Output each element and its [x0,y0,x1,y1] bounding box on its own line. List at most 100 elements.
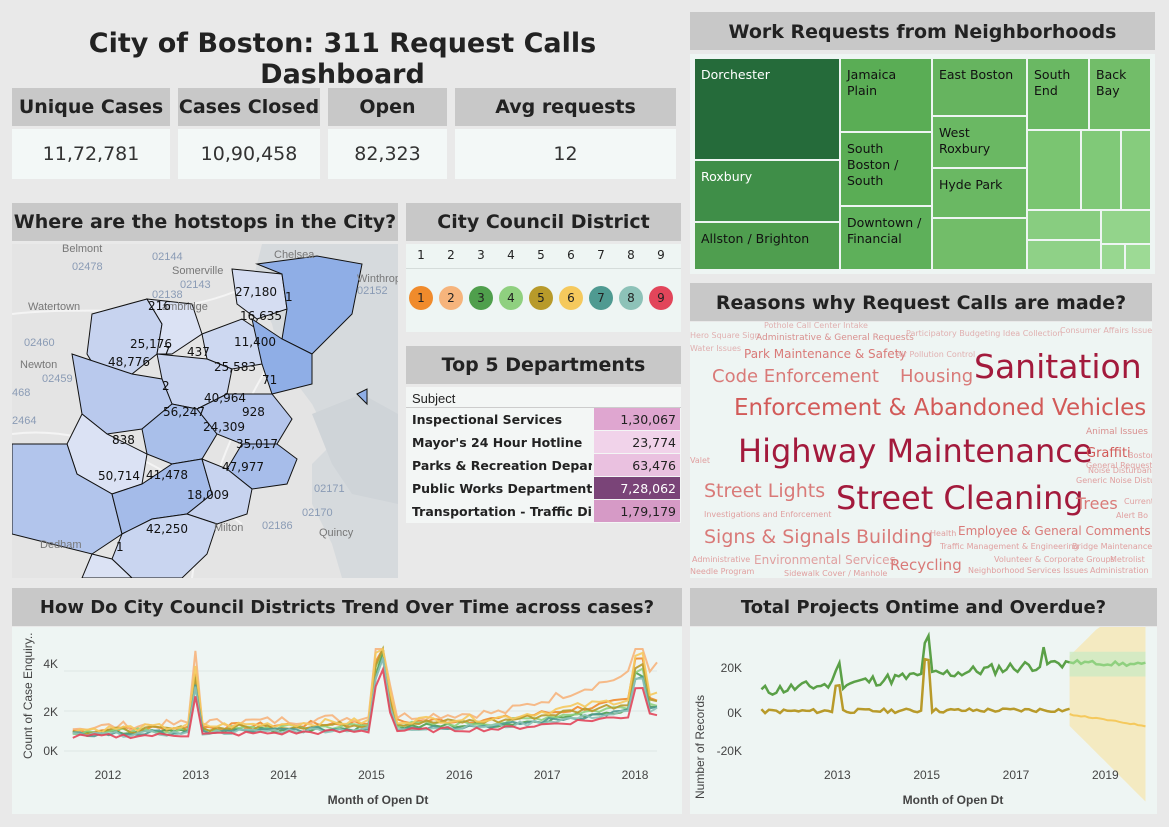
district-dot-8[interactable]: 8 [619,286,643,310]
tm-other-8[interactable] [1101,244,1125,270]
district-dot-6[interactable]: 6 [559,286,583,310]
word[interactable]: Volunteer & Corporate Groups [994,555,1115,564]
word[interactable]: Health [930,529,957,538]
tm-downtown-financial[interactable]: Downtown / Financial [840,206,932,270]
tm-other-6[interactable] [1027,240,1101,270]
ontime-chart[interactable]: Number of Records Month of Open Dt 20K 0… [690,627,1157,814]
zip-region[interactable] [146,298,203,355]
reasons-wordcloud[interactable]: Hero Square Sign Pothole Call Center Int… [690,322,1152,578]
word[interactable]: Environmental Services [754,553,896,567]
tm-other-1[interactable] [932,218,1027,270]
word[interactable]: Animal Issues [1086,427,1148,437]
tm-hyde-park[interactable]: Hyde Park [932,168,1027,218]
word[interactable]: Alert Bo [1116,511,1148,520]
word[interactable]: Investigations and Enforcement [704,510,832,519]
tm-dorchester[interactable]: Dorchester [694,58,840,160]
tm-other-7[interactable] [1101,210,1151,244]
word[interactable]: Administration [1090,566,1149,575]
word[interactable]: Generic Noise Disturbance [1076,476,1152,485]
word[interactable]: Boston [1128,451,1152,460]
district-dot-1[interactable]: 1 [409,286,433,310]
word[interactable]: Current [1124,497,1152,506]
hotspot-map[interactable]: Belmont 02478 02144 Somerville 02143 021… [12,244,398,578]
word[interactable]: Valet [690,456,711,465]
word[interactable]: Enforcement & Abandoned Vehicles [734,395,1147,421]
word[interactable]: Sanitation [974,347,1142,386]
word[interactable]: Bridge Maintenance [1072,542,1152,551]
word[interactable]: Air Pollution Control [896,350,976,359]
department-row[interactable]: Public Works Department 7,28,062 [406,477,681,499]
district-dot-3[interactable]: 3 [469,286,493,310]
district-dot-4[interactable]: 4 [499,286,523,310]
department-row[interactable]: Transportation - Traffic Divi..1,79,179 [406,500,681,522]
word[interactable]: Housing [900,366,974,387]
map-value: 7 [163,344,171,358]
word[interactable]: Administrative [692,555,751,564]
word[interactable]: Street Cleaning [836,479,1084,517]
district-number: 9 [657,248,665,262]
ontime-ytick: 0K [727,706,742,720]
tm-south-end[interactable]: South End [1027,58,1089,130]
word[interactable]: Sidewalk Cover / Manhole [784,569,888,578]
word[interactable]: Highway Maintenance [738,432,1093,470]
tm-other-5[interactable] [1027,210,1101,240]
word[interactable]: Water Issues [690,344,742,353]
zip-region[interactable] [81,553,133,578]
word[interactable]: Signs & Signals [704,526,851,548]
place-label: 02138 [152,289,183,301]
word[interactable]: Recycling [890,556,962,574]
word[interactable]: General Request [1086,461,1152,470]
word[interactable]: Park Maintenance & Safety [744,347,907,361]
department-row[interactable]: Mayor's 24 Hour Hotline 23,774 [406,431,681,453]
word[interactable]: Traffic Management & Engineering [940,542,1079,551]
ontime-xtick: 2017 [1003,768,1030,782]
word[interactable]: Street Lights [704,480,826,502]
word[interactable]: Hero Square Sign [690,331,760,340]
district-dot-9[interactable]: 9 [649,286,673,310]
word[interactable]: Building [856,526,934,548]
trend-series-9 [72,665,658,740]
tm-other-9[interactable] [1125,244,1151,270]
trend-chart[interactable]: Count of Case Enquiry.. Month of Open Dt… [12,627,682,814]
zip-region[interactable] [356,388,368,406]
neighborhoods-treemap[interactable]: Dorchester Roxbury Allston / Brighton Ja… [690,54,1155,274]
tm-east-boston[interactable]: East Boston [932,58,1027,116]
word[interactable]: Consumer Affairs Issues [1060,326,1152,335]
zip-region[interactable] [231,268,288,320]
word[interactable]: Metrolist [1110,555,1145,564]
tm-allston-brighton[interactable]: Allston / Brighton [694,222,840,270]
tm-west-roxbury[interactable]: West Roxbury [932,116,1027,168]
word[interactable]: Pothole Call Center Intake [764,322,868,330]
word[interactable]: Graffiti [1086,446,1131,461]
department-row[interactable]: Parks & Recreation Departm..63,476 [406,454,681,476]
zip-region[interactable] [141,403,218,465]
tm-jamaica-plain[interactable]: Jamaica Plain [840,58,932,132]
word[interactable]: Neighborhood Services Issues [968,566,1089,575]
tm-roxbury[interactable]: Roxbury [694,160,840,222]
tm-south-boston[interactable]: South Boston / South [840,132,932,206]
word[interactable]: Trees [1076,494,1118,513]
word[interactable]: Needle Program [690,567,755,576]
zip-region[interactable] [251,317,313,395]
place-label: Newton [20,359,57,371]
zip-region[interactable] [185,458,253,525]
tm-back-bay[interactable]: Back Bay [1089,58,1151,130]
kpi-value-avg-requests: 12 [455,129,676,179]
map-value: 18,009 [187,488,229,502]
department-row[interactable]: Inspectional Services 1,30,067 [406,408,681,430]
place-label: Belmont [62,244,102,255]
map-value: 48,776 [108,355,150,369]
word[interactable]: Administrative & General Requests [756,333,914,343]
tm-other-2[interactable] [1027,130,1081,210]
bay-water [312,394,398,504]
district-dot-2[interactable]: 2 [439,286,463,310]
tm-other-3[interactable] [1081,130,1121,210]
district-dot-7[interactable]: 7 [589,286,613,310]
word[interactable]: Participatory Budgeting Idea Collection [906,329,1063,338]
word[interactable]: Employee & General Comments [958,524,1151,538]
word[interactable]: Noise Disturbance [1088,466,1152,475]
district-dot-5[interactable]: 5 [529,286,553,310]
tm-other-4[interactable] [1121,130,1151,210]
word[interactable]: Code Enforcement [712,366,879,387]
